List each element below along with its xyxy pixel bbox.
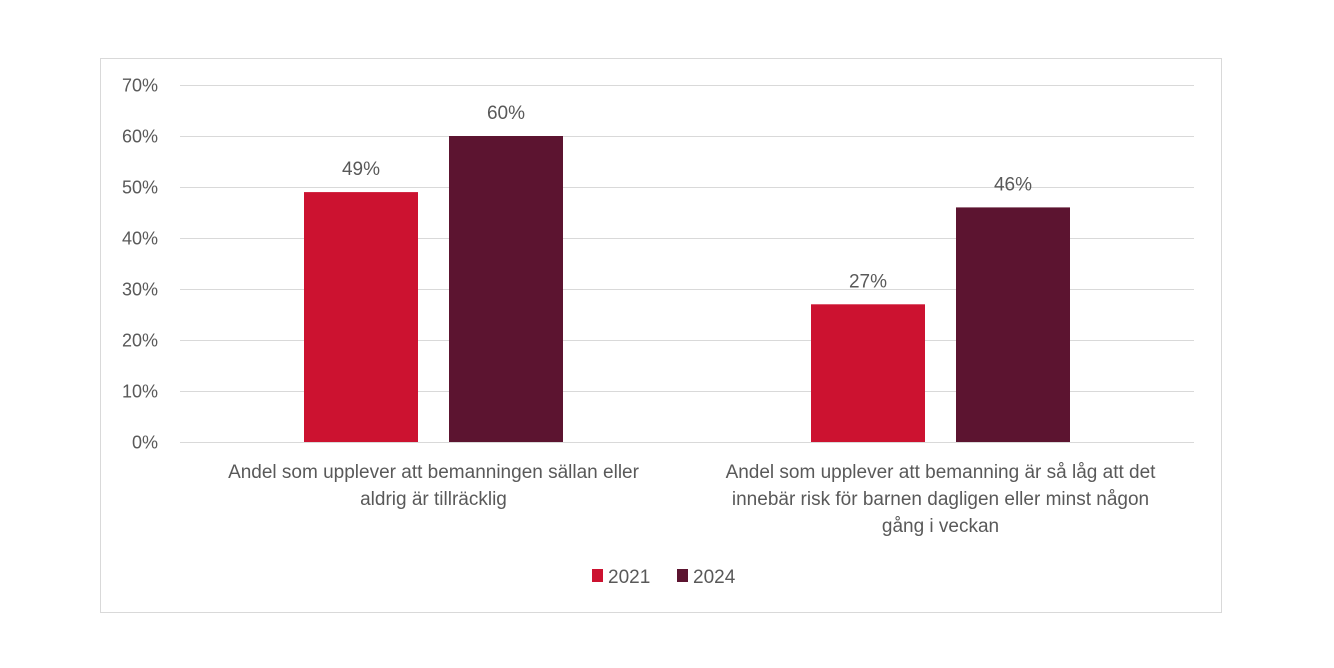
data-label: 49% xyxy=(342,159,380,180)
category-label: Andel som upplever att bemanning är så l… xyxy=(726,462,1157,483)
legend-swatch xyxy=(677,569,688,582)
legend-label: 2024 xyxy=(693,567,736,588)
data-label: 27% xyxy=(849,271,887,292)
y-tick-label: 10% xyxy=(122,382,158,402)
y-tick-label: 40% xyxy=(122,229,158,249)
legend-swatch xyxy=(592,569,603,582)
category-label: gång i veckan xyxy=(882,516,999,537)
legend-label: 2021 xyxy=(608,567,650,588)
y-tick-label: 20% xyxy=(122,331,158,351)
y-tick-label: 30% xyxy=(122,280,158,300)
category-label: innebär risk för barnen dagligen eller m… xyxy=(732,489,1149,510)
y-tick-label: 50% xyxy=(122,178,158,198)
y-tick-label: 0% xyxy=(132,433,158,453)
category-label: Andel som upplever att bemanningen sälla… xyxy=(228,462,640,483)
bar-2024 xyxy=(449,136,563,442)
y-tick-label: 70% xyxy=(122,76,158,96)
data-label: 46% xyxy=(994,174,1032,195)
data-label: 60% xyxy=(487,103,525,124)
bar-2021 xyxy=(304,192,418,442)
bar-2021 xyxy=(811,304,925,442)
bar-2024 xyxy=(956,207,1070,442)
category-label: aldrig är tillräcklig xyxy=(360,489,507,510)
y-tick-label: 60% xyxy=(122,127,158,147)
